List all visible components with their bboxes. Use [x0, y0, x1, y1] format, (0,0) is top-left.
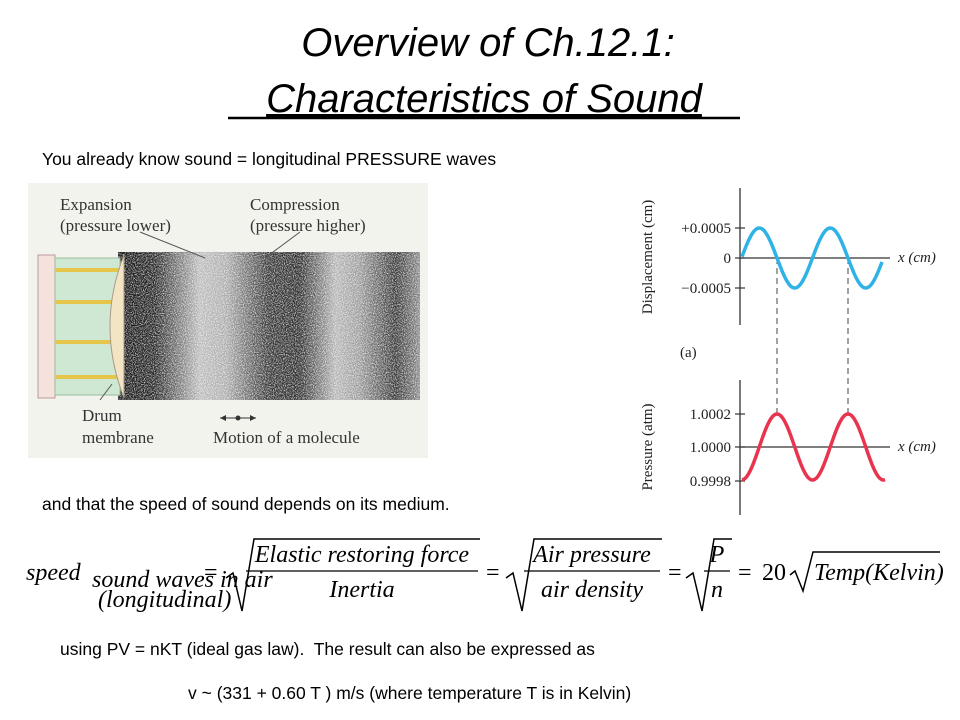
eq-subscript: sound waves in air	[92, 567, 273, 593]
tick-label: 1.0000	[690, 440, 731, 456]
eq-equals: =	[668, 560, 682, 586]
tick-label: −0.0005	[681, 281, 731, 297]
pointer-line	[99, 383, 113, 401]
title-line-2: Characteristics of Sound	[266, 77, 704, 121]
eq-equals: =	[204, 560, 218, 586]
tick-label: 0.9998	[690, 474, 731, 490]
wave-graphs: Displacement (cm) Pressure (atm) (a) x (…	[640, 188, 936, 515]
drum-body	[54, 257, 121, 396]
eq-coefficient: 20	[762, 560, 786, 586]
drum-bar	[55, 268, 120, 272]
pointer-line	[139, 231, 206, 259]
eq-numerator: Elastic restoring force	[254, 542, 470, 568]
displacement-wave	[740, 226, 884, 290]
title-line-1: Overview of Ch.12.1:	[301, 21, 675, 65]
tick-label: +0.0005	[681, 221, 731, 237]
medium-text: and that the speed of sound depends on i…	[42, 494, 450, 514]
x-axis-label: x (cm)	[897, 439, 936, 455]
drum-membrane	[109, 254, 125, 399]
label-expansion-note: (pressure lower)	[60, 216, 171, 235]
y-axis-title: Displacement (cm)	[640, 200, 656, 315]
label-compression: Compression	[250, 195, 340, 214]
eq-numerator: Air pressure	[531, 542, 651, 568]
pressure-wave	[741, 412, 886, 482]
drum-bar	[55, 300, 120, 304]
eq-note: (longitudinal)	[98, 587, 231, 613]
tick-label: 1.0002	[690, 407, 731, 423]
eq-radicand: Temp(Kelvin)	[814, 560, 944, 586]
eq-denominator: air density	[541, 577, 643, 603]
label-compression-note: (pressure higher)	[250, 216, 366, 235]
eq-lhs: speed	[26, 560, 82, 586]
eq-equals: =	[486, 560, 500, 586]
radical	[225, 538, 480, 612]
radical	[685, 538, 732, 612]
label-motion: Motion of a molecule	[213, 428, 360, 447]
compression-figure: Expansion (pressure lower) Compression (…	[28, 183, 428, 458]
x-axis-label: x (cm)	[897, 250, 936, 266]
pointer-line	[264, 231, 301, 259]
label-membrane: membrane	[82, 428, 154, 447]
speed-equation: speed sound waves in air (longitudinal) …	[26, 538, 944, 613]
gas-law-text: using PV = nKT (ideal gas law). The resu…	[60, 639, 595, 659]
eq-denominator: Inertia	[328, 577, 394, 603]
label-drum: Drum	[82, 406, 122, 425]
air-grain	[118, 252, 420, 400]
label-expansion: Expansion	[60, 195, 132, 214]
formula-text: v ~ (331 + 0.60 T ) m/s (where temperatu…	[188, 683, 631, 703]
drum-bar	[55, 340, 120, 344]
intro-text: You already know sound = longitudinal PR…	[42, 149, 496, 169]
drum-rim	[37, 254, 56, 399]
tick-label: 0	[724, 251, 732, 267]
molecule	[235, 415, 241, 421]
eq-denominator: n	[711, 577, 723, 603]
radical	[789, 551, 940, 594]
y-axis-title: Pressure (atm)	[640, 403, 656, 490]
eq-numerator: P	[709, 542, 725, 568]
drum-bar	[55, 375, 120, 379]
radical	[505, 538, 662, 612]
panel-label: (a)	[680, 345, 697, 361]
eq-equals: =	[738, 560, 752, 586]
